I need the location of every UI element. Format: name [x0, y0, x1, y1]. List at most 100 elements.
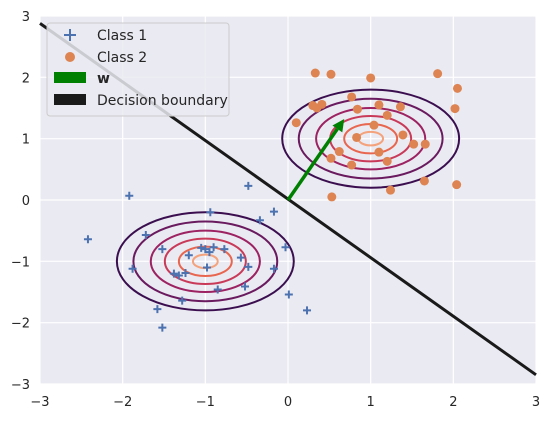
class-1-point: [220, 245, 229, 254]
class-2-point: [352, 132, 362, 142]
class-2-point: [327, 192, 337, 202]
class-1-point: [236, 253, 245, 262]
y-tick-label: 1: [22, 133, 30, 148]
contour-line: [149, 229, 261, 294]
class-1-point: [158, 245, 167, 254]
class-1-point: [202, 263, 211, 272]
plus-marker-icon: [64, 29, 76, 41]
class-2-point: [419, 176, 429, 186]
class-2-point: [382, 110, 392, 120]
class-2-point: [452, 83, 462, 93]
legend-item-class-1: Class 1: [64, 28, 147, 44]
class-1-point: [255, 216, 264, 225]
x-tick-label: 3: [532, 395, 540, 410]
y-tick-label: −1: [11, 255, 30, 270]
legend-item-decision-boundary: Decision boundary: [54, 93, 228, 109]
y-tick-label: −2: [11, 317, 30, 332]
class-1-point: [213, 285, 222, 294]
class-2-point: [352, 104, 362, 114]
class-1-point: [141, 230, 150, 239]
class-1-point: [128, 264, 137, 273]
class-2-point: [369, 120, 379, 130]
class-1-point: [169, 269, 178, 278]
contour-line: [163, 237, 247, 286]
black-patch-icon: [54, 94, 86, 105]
class-1-point: [181, 268, 190, 277]
contour-line: [297, 97, 444, 180]
legend-label: w: [97, 71, 110, 87]
density-contours: [115, 88, 461, 312]
class-2-point: [326, 69, 336, 79]
class-1-point: [244, 262, 253, 271]
class-1-point: [281, 243, 290, 252]
class-1-point: [303, 306, 312, 315]
class-2-point: [374, 147, 384, 157]
green-patch-icon: [54, 72, 86, 83]
class-2-point: [386, 185, 396, 195]
w-vector: [286, 119, 345, 201]
x-tick-label: −2: [113, 395, 132, 410]
class-1-point: [158, 323, 167, 332]
class-1-point: [269, 207, 278, 216]
legend-item-w: w: [54, 71, 110, 87]
class-2-point: [326, 153, 336, 163]
class-1-point: [244, 181, 253, 190]
class-2-point: [310, 68, 320, 78]
class-2-point: [366, 73, 376, 83]
legend: Class 1 Class 2 w Decision boundary: [46, 22, 230, 117]
circle-marker-icon: [65, 52, 75, 62]
w-arrow-shaft: [286, 127, 339, 201]
x-tick-label: 2: [449, 395, 457, 410]
class-1-point: [197, 243, 206, 252]
x-tick-label: 1: [367, 395, 375, 410]
legend-label: Decision boundary: [97, 93, 228, 109]
class-1-point: [201, 245, 210, 254]
tick-labels: −3 −2 −1 0 1 2 3 −3 −2 −1 0 1 2 3: [11, 10, 540, 410]
y-tick-label: 0: [22, 194, 30, 209]
x-tick-label: 0: [284, 395, 292, 410]
x-tick-label: −1: [196, 395, 215, 410]
class-1-points: [83, 181, 312, 332]
class-1-point: [125, 191, 134, 200]
class-1-point: [205, 248, 214, 257]
class-2-point: [291, 118, 301, 128]
class-1-point: [206, 208, 215, 217]
class-2-point: [334, 147, 344, 157]
class-1-point: [284, 290, 293, 299]
legend-item-class-2: Class 2: [65, 50, 147, 66]
class-2-point: [317, 99, 327, 109]
y-tick-label: 2: [22, 71, 30, 86]
class-2-point: [433, 69, 443, 79]
contour-line: [132, 220, 279, 303]
class-2-point: [382, 156, 392, 166]
contour-line: [281, 88, 461, 189]
class-2-points: [291, 68, 462, 202]
class-2-point: [450, 104, 460, 114]
class-2-point: [452, 180, 462, 190]
contour-line: [315, 107, 427, 171]
y-tick-label: −3: [11, 378, 30, 393]
class-2-point: [347, 160, 357, 170]
class-1-point: [174, 271, 183, 280]
contour-line: [115, 211, 295, 312]
class-2-point: [374, 100, 384, 110]
class-1-point: [269, 264, 278, 273]
x-tick-label: −3: [30, 395, 49, 410]
legend-label: Class 1: [97, 28, 147, 44]
class-1-point: [184, 251, 193, 260]
legend-label: Class 2: [97, 50, 147, 66]
class-2-point: [409, 139, 419, 149]
class-1-point: [178, 296, 187, 305]
w-arrow-head-icon: [332, 119, 345, 133]
class-2-point: [420, 139, 430, 149]
legend-box: [46, 22, 230, 117]
class-2-point: [347, 92, 357, 102]
class-1-point: [153, 305, 162, 314]
y-tick-label: 3: [22, 10, 30, 25]
class-1-point: [241, 282, 250, 291]
class-2-point: [395, 102, 405, 112]
class-2-point: [398, 130, 408, 140]
class-1-point: [83, 235, 92, 244]
class-1-point: [209, 243, 218, 252]
